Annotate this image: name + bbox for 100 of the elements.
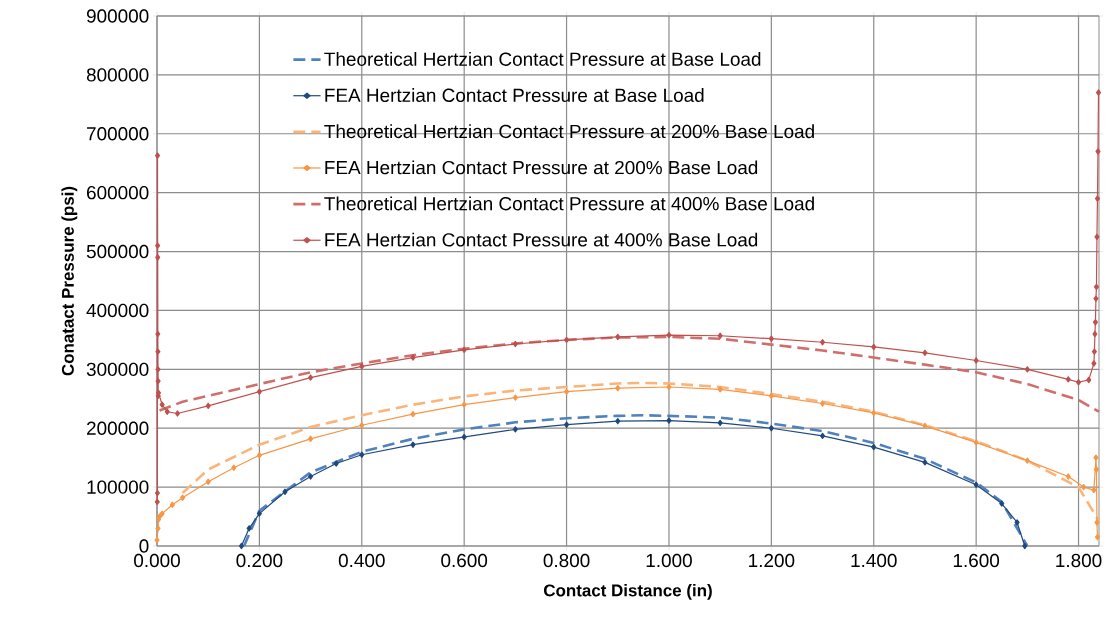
y-tick-label: 100000 [87, 480, 149, 494]
point [308, 374, 314, 381]
point [1014, 519, 1020, 526]
point [154, 498, 160, 506]
point [308, 435, 314, 443]
point [973, 481, 979, 488]
x-tick-label: 0.800 [543, 553, 590, 568]
point [871, 343, 877, 351]
point [461, 346, 467, 354]
point [512, 340, 518, 348]
point [512, 426, 518, 433]
point [205, 402, 211, 410]
point [1095, 148, 1101, 155]
point [256, 388, 262, 395]
point [154, 489, 160, 497]
point [1095, 89, 1102, 96]
legend-label: FEA Hertzian Contact Pressure at 200% Base Load [325, 160, 758, 175]
legend-label: FEA Hertzian Contact Pressure at 400% Base Load [325, 232, 758, 247]
point [461, 433, 467, 441]
x-tick-label: 0.200 [236, 553, 283, 568]
point [564, 336, 570, 344]
point [1091, 486, 1097, 494]
point [359, 363, 365, 370]
point [174, 410, 181, 417]
point [768, 425, 774, 432]
point [1091, 348, 1097, 355]
x-tick-label: 1.200 [749, 553, 795, 568]
point [256, 452, 262, 459]
point [359, 422, 365, 429]
point [820, 400, 826, 407]
point [155, 254, 161, 261]
point [231, 464, 237, 471]
x-tick-label: 1.600 [953, 553, 1000, 568]
point [922, 349, 928, 357]
point [159, 401, 165, 408]
point [410, 410, 416, 418]
point [564, 421, 570, 428]
point [1075, 379, 1082, 386]
x-axis-title: Contact Distance (in) [544, 583, 712, 600]
legend-label: Theoretical Hertzian Contact Pressure at 200% Base Load [324, 124, 814, 139]
y-tick-label: 0 [139, 539, 149, 553]
point [155, 366, 161, 373]
point [1022, 542, 1028, 550]
point [1065, 473, 1071, 480]
y-tick-label: 400000 [86, 303, 149, 318]
point [717, 332, 723, 339]
point [1065, 376, 1071, 383]
point [155, 330, 161, 338]
point [999, 500, 1005, 507]
point [666, 383, 672, 391]
point [164, 408, 170, 415]
point [973, 439, 979, 446]
point [1086, 376, 1092, 384]
legend-label: FEA Hertzian Contact Pressure at Base Load [325, 88, 704, 103]
point [922, 459, 928, 466]
point [1091, 360, 1097, 367]
point [564, 388, 570, 395]
point [1094, 233, 1100, 241]
legend-label: Theoretical Hertzian Contact Pressure at Base Load [324, 51, 761, 66]
x-tick-label: 1.400 [851, 553, 897, 568]
x-tick-label: 0.400 [338, 553, 385, 568]
y-tick-label: 500000 [86, 244, 149, 259]
point [1093, 295, 1099, 302]
point [1094, 519, 1100, 526]
point [820, 339, 826, 346]
point [820, 432, 826, 440]
y-tick-label: 300000 [86, 362, 149, 377]
point [246, 525, 252, 532]
point [155, 348, 161, 355]
point [410, 441, 416, 448]
x-tick-label: 0.000 [134, 553, 180, 568]
point [1024, 457, 1030, 464]
point [238, 542, 245, 550]
point [155, 242, 161, 249]
point [282, 488, 288, 496]
point [461, 401, 467, 408]
y-tick-label: 600000 [87, 185, 149, 200]
point [666, 331, 672, 339]
point [512, 394, 518, 401]
x-tick-label: 1.000 [646, 553, 692, 568]
point [159, 510, 165, 517]
point [155, 377, 161, 385]
point [871, 409, 877, 417]
point [1092, 319, 1098, 326]
point [1093, 283, 1099, 291]
point [1094, 533, 1101, 541]
point [871, 443, 877, 451]
point [1092, 330, 1098, 338]
point [1093, 466, 1099, 473]
y-tick-label: 900000 [86, 9, 149, 23]
point [768, 335, 774, 342]
y-tick-label: 200000 [87, 421, 149, 435]
legend-label: Theoretical Hertzian Contact Pressure at 400% Base Load [324, 196, 814, 211]
point [666, 417, 672, 424]
point [155, 525, 161, 532]
point [256, 510, 262, 517]
point [717, 386, 723, 393]
point [1093, 454, 1099, 461]
point [1081, 483, 1087, 491]
point [768, 392, 774, 400]
